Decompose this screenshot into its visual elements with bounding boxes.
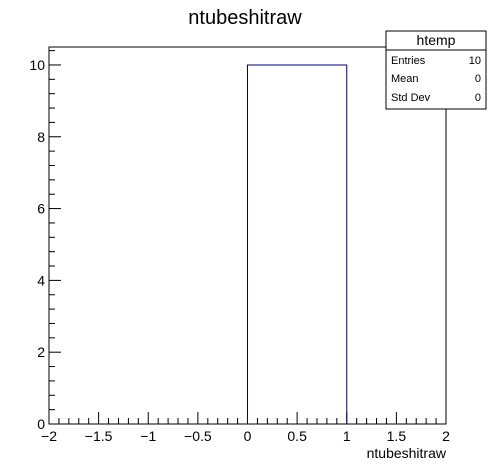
stats-box-title: htemp xyxy=(417,32,456,48)
y-tick-label: 10 xyxy=(29,57,45,73)
stats-mean-value: 0 xyxy=(475,73,481,85)
x-tick-label: −1 xyxy=(140,428,156,444)
stats-box: htemp Entries 10 Mean 0 Std Dev 0 xyxy=(386,31,486,109)
stats-mean-label: Mean xyxy=(391,73,419,85)
x-tick-label: 1 xyxy=(343,428,351,444)
y-tick-label: 0 xyxy=(37,416,45,432)
stats-stddev-label: Std Dev xyxy=(391,92,431,104)
x-tick-label: −0.5 xyxy=(184,428,212,444)
x-tick-label: 1.5 xyxy=(387,428,407,444)
y-tick-label: 6 xyxy=(37,201,45,217)
x-tick-label: 0 xyxy=(244,428,252,444)
chart-title: ntubeshitraw xyxy=(188,7,302,29)
histogram-bins xyxy=(248,65,347,424)
x-tick-label: 2 xyxy=(442,428,450,444)
x-axis: −2 −1.5 −1 −0.5 0 0.5 1 1.5 2 xyxy=(41,412,450,444)
y-tick-label: 2 xyxy=(37,344,45,360)
stats-entries-label: Entries xyxy=(391,55,426,67)
x-tick-label: −1.5 xyxy=(85,428,113,444)
stats-entries-value: 10 xyxy=(469,55,481,67)
y-tick-label: 8 xyxy=(37,129,45,145)
y-axis: 0 2 4 6 8 10 xyxy=(29,51,61,432)
y-tick-label: 4 xyxy=(37,272,45,288)
histogram-bin xyxy=(248,65,347,424)
x-tick-label: 0.5 xyxy=(287,428,307,444)
stats-stddev-value: 0 xyxy=(475,92,481,104)
x-axis-title: ntubeshitraw xyxy=(367,445,447,461)
